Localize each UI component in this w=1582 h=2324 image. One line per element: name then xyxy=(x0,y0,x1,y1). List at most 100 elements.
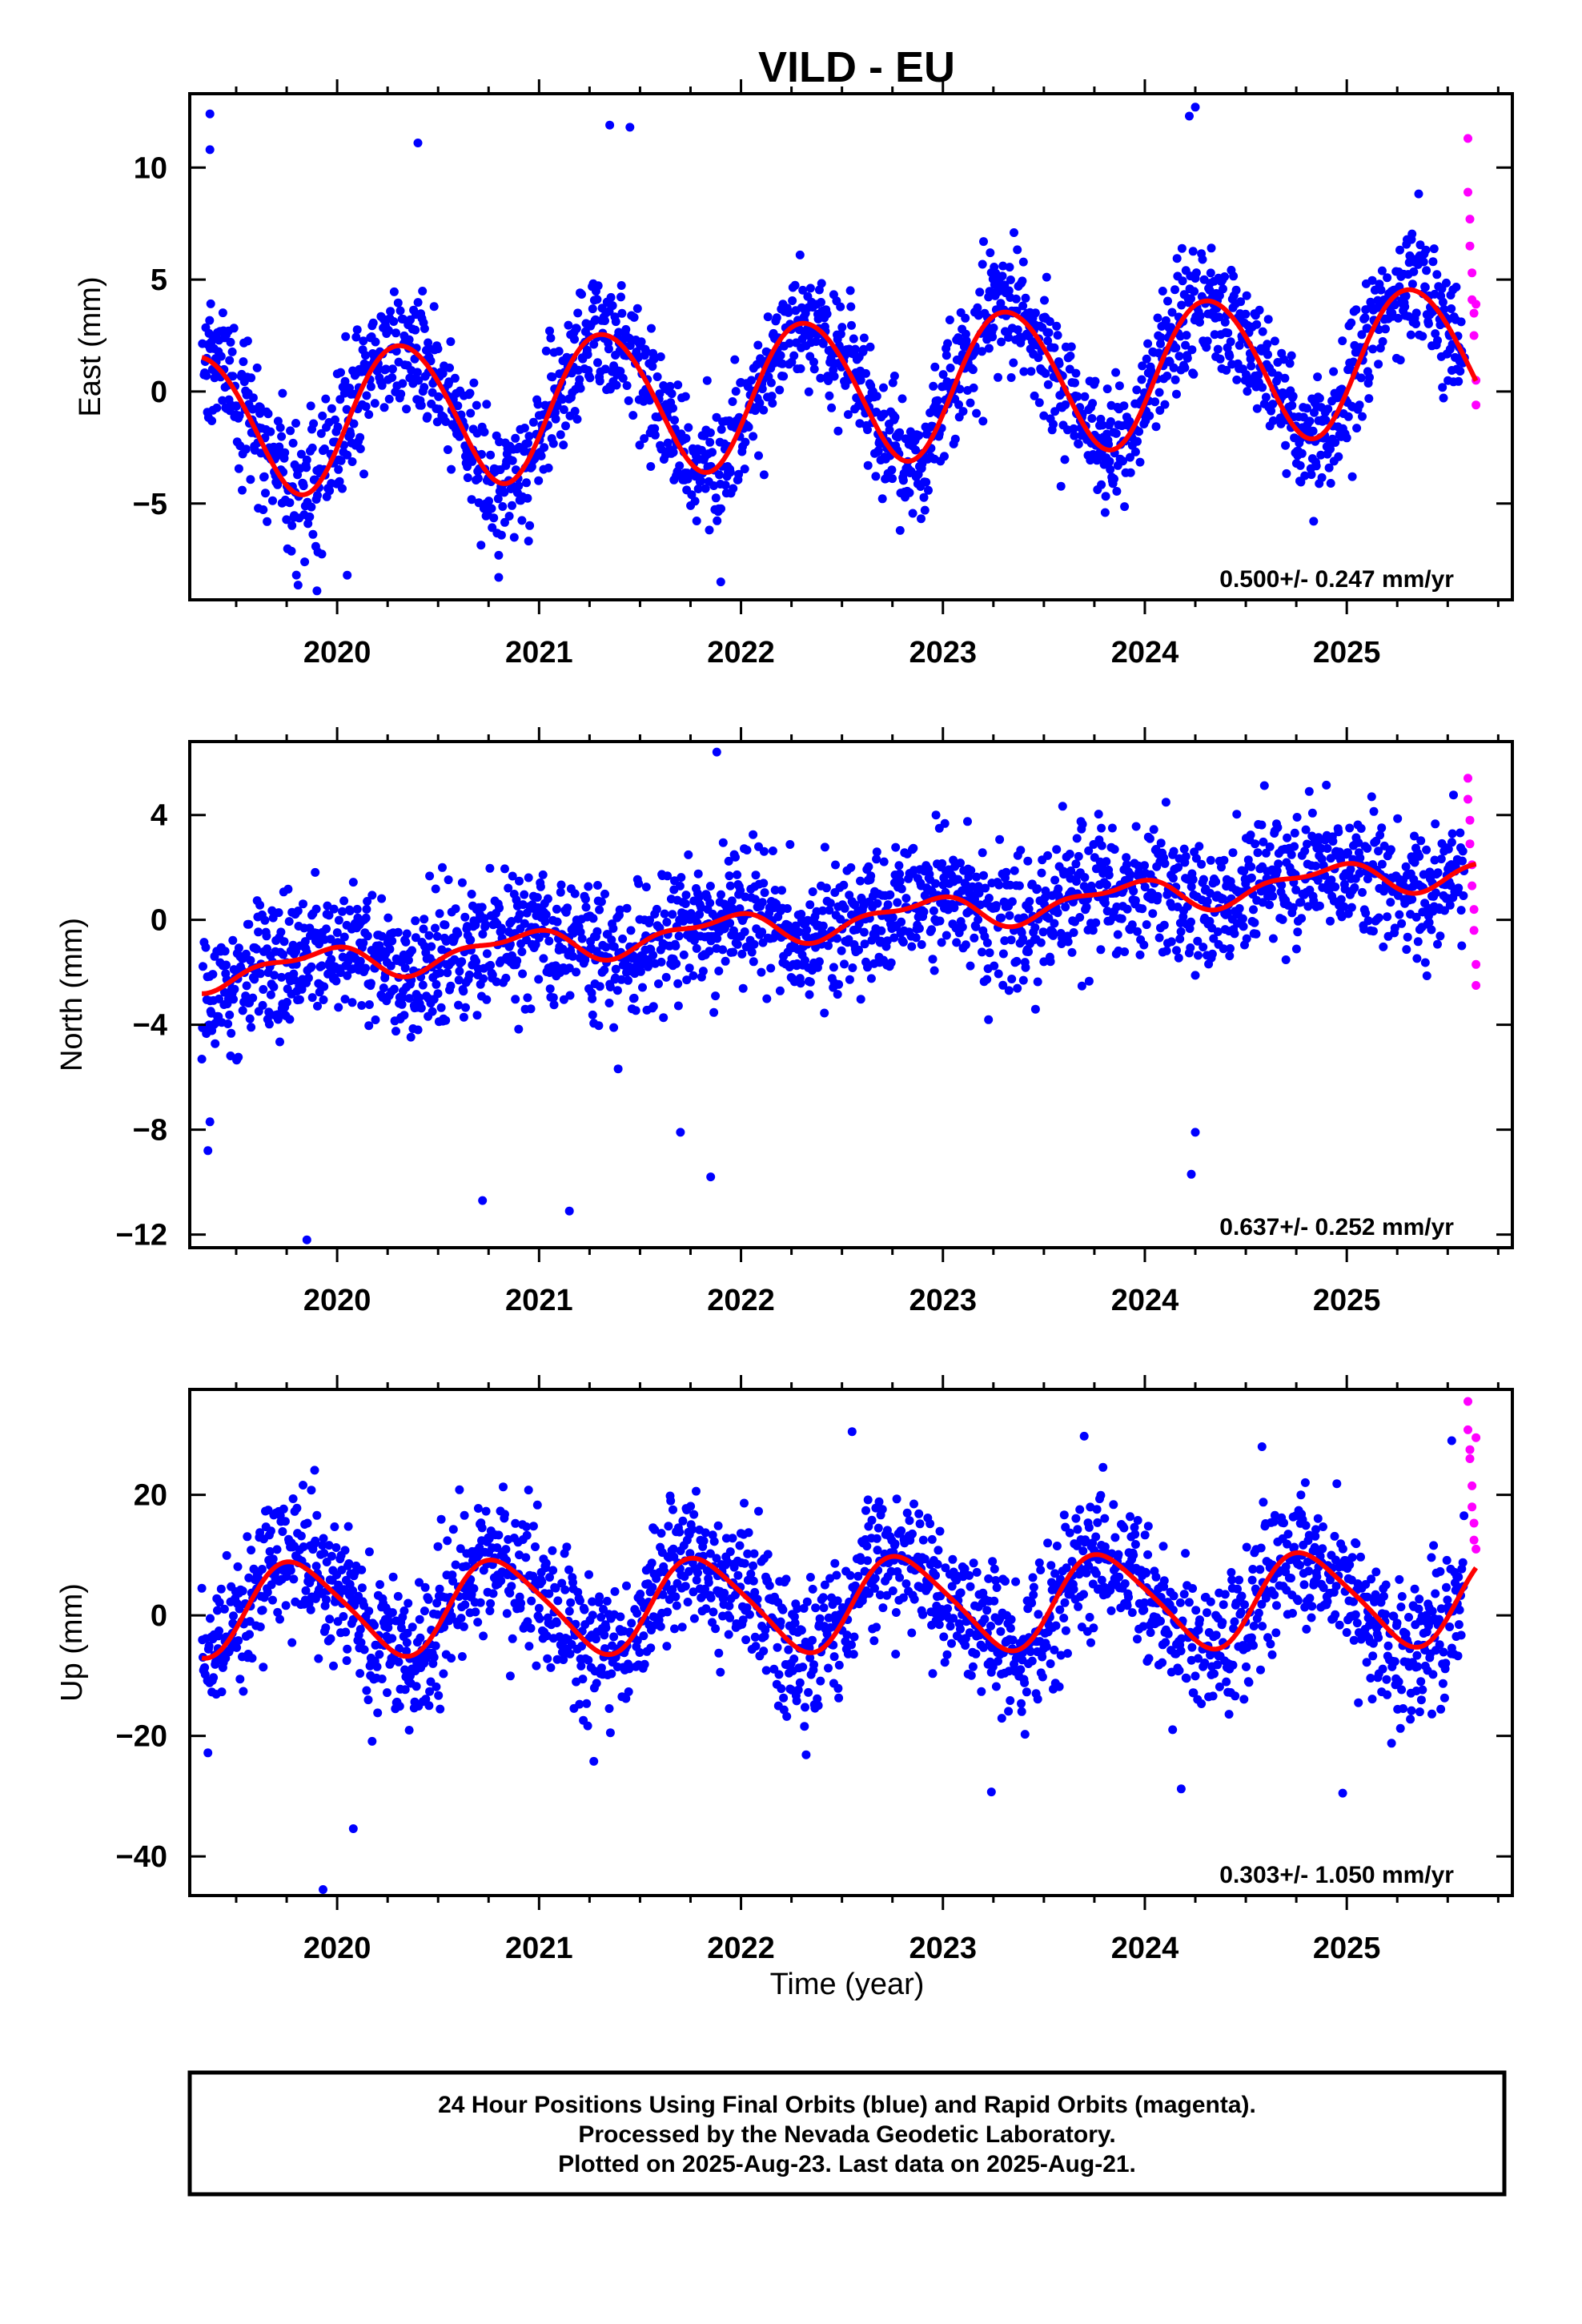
final-orbit-point xyxy=(340,995,350,1004)
final-orbit-point xyxy=(648,362,657,371)
final-orbit-point xyxy=(366,382,375,392)
final-orbit-point xyxy=(854,919,864,928)
final-orbit-point xyxy=(389,984,399,994)
final-orbit-point xyxy=(335,476,344,486)
final-orbit-point xyxy=(440,1622,449,1632)
final-orbit-point xyxy=(413,298,423,308)
final-orbit-point xyxy=(639,1631,648,1641)
final-orbit-point xyxy=(371,337,380,347)
final-orbit-point xyxy=(1133,436,1142,446)
final-orbit-point xyxy=(883,900,893,910)
final-orbit-point xyxy=(311,1536,320,1546)
final-orbit-point xyxy=(285,498,295,508)
final-orbit-outlier xyxy=(302,1235,311,1244)
final-orbit-point xyxy=(908,509,917,518)
final-orbit-point xyxy=(516,1598,526,1608)
final-orbit-point xyxy=(709,481,719,490)
final-orbit-point xyxy=(634,879,644,888)
final-orbit-point xyxy=(580,895,590,904)
final-orbit-point xyxy=(600,364,610,374)
final-orbit-point xyxy=(524,1642,534,1651)
rapid-orbit-point xyxy=(1464,794,1472,804)
final-orbit-point xyxy=(697,476,706,486)
final-orbit-point xyxy=(248,993,258,1003)
final-orbit-point xyxy=(216,1584,226,1594)
final-orbit-point xyxy=(1331,883,1340,891)
final-orbit-point xyxy=(950,434,960,444)
final-orbit-point xyxy=(1130,896,1140,905)
final-orbit-point xyxy=(1252,320,1262,329)
final-orbit-point xyxy=(406,1032,416,1042)
final-orbit-point xyxy=(552,904,561,914)
rapid-orbit-point xyxy=(1464,774,1472,783)
final-orbit-point xyxy=(339,1612,348,1621)
final-orbit-point xyxy=(411,916,420,926)
final-orbit-point xyxy=(420,383,429,392)
final-orbit-point xyxy=(602,1596,612,1606)
final-orbit-point xyxy=(453,401,463,411)
final-orbit-point xyxy=(991,268,1001,278)
final-orbit-point xyxy=(612,986,622,995)
final-orbit-point xyxy=(447,1654,456,1663)
final-orbit-point xyxy=(604,999,614,1007)
final-orbit-point xyxy=(1010,866,1019,875)
final-orbit-point xyxy=(1274,371,1283,380)
final-orbit-point xyxy=(488,970,497,979)
final-orbit-point xyxy=(464,970,474,979)
final-orbit-point xyxy=(985,948,994,958)
final-orbit-point xyxy=(831,860,840,870)
final-orbit-point xyxy=(1061,400,1070,409)
final-orbit-point xyxy=(1374,846,1383,856)
final-orbit-point xyxy=(695,910,705,919)
final-orbit-point xyxy=(431,884,440,894)
final-orbit-point xyxy=(958,923,967,932)
final-orbit-point xyxy=(342,404,351,414)
final-orbit-point xyxy=(387,1608,397,1618)
final-orbit-point xyxy=(943,339,953,348)
final-orbit-point xyxy=(1213,927,1223,936)
final-orbit-point xyxy=(279,937,289,947)
final-orbit-point xyxy=(1080,873,1090,883)
final-orbit-point xyxy=(785,840,795,849)
final-orbit-point xyxy=(432,1682,441,1691)
final-orbit-point xyxy=(854,945,863,955)
final-orbit-point xyxy=(1002,867,1011,877)
final-orbit-point xyxy=(1215,354,1225,364)
final-orbit-point xyxy=(395,1702,404,1711)
final-orbit-point xyxy=(705,882,715,891)
final-orbit-point xyxy=(338,484,347,493)
final-orbit-point xyxy=(681,392,690,401)
final-orbit-point xyxy=(469,378,479,388)
final-orbit-point xyxy=(338,907,347,916)
final-orbit-point xyxy=(334,464,343,474)
final-orbit-point xyxy=(861,368,870,378)
final-orbit-point xyxy=(740,464,749,474)
final-orbit-point xyxy=(600,889,609,899)
final-orbit-point xyxy=(509,533,519,542)
final-orbit-point xyxy=(1131,822,1141,831)
final-orbit-point xyxy=(453,929,463,939)
final-orbit-point xyxy=(543,1654,552,1663)
final-orbit-point xyxy=(446,337,456,347)
final-orbit-point xyxy=(895,428,905,437)
final-orbit-point xyxy=(318,411,327,420)
final-orbit-point xyxy=(495,903,504,913)
final-orbit-point xyxy=(1326,916,1335,926)
final-orbit-point xyxy=(480,428,489,436)
final-orbit-point xyxy=(1112,487,1122,496)
final-orbit-point xyxy=(1410,831,1419,841)
final-orbit-point xyxy=(616,975,626,984)
final-orbit-point xyxy=(1006,373,1016,382)
final-orbit-point xyxy=(242,981,251,991)
final-orbit-point xyxy=(528,1522,538,1531)
final-orbit-point xyxy=(759,470,769,480)
final-orbit-point xyxy=(466,935,476,945)
final-orbit-point xyxy=(995,834,1005,844)
final-orbit-point xyxy=(1040,296,1049,305)
final-orbit-point xyxy=(457,957,467,967)
final-orbit-point xyxy=(1195,312,1205,320)
final-orbit-point xyxy=(1425,867,1435,877)
final-orbit-point xyxy=(1122,853,1131,862)
final-orbit-point xyxy=(1409,267,1419,276)
final-orbit-point xyxy=(1251,839,1260,849)
